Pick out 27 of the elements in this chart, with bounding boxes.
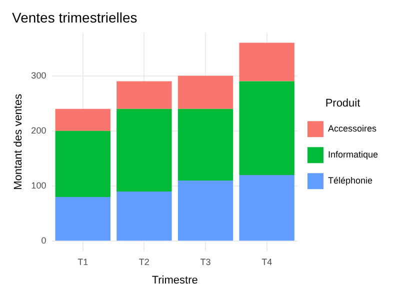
- bar: [178, 180, 234, 241]
- bar: [178, 76, 234, 109]
- y-tick-label: 200: [31, 125, 46, 136]
- bar: [55, 197, 110, 241]
- legend-label: Téléphonie: [328, 176, 373, 186]
- x-tick-label: T4: [262, 256, 272, 267]
- bar: [55, 108, 110, 131]
- legend-title: Produit: [325, 97, 360, 110]
- legend-label: Accessoires: [328, 124, 377, 134]
- y-axis-title: Montant des ventes: [12, 93, 25, 190]
- bar: [239, 174, 294, 241]
- x-tick-label: T3: [200, 256, 211, 267]
- bar: [239, 81, 294, 175]
- bar: [55, 130, 110, 197]
- chart-title: Ventes trimestrielles: [12, 9, 138, 26]
- bar: [116, 81, 172, 109]
- x-axis-title: Trimestre: [152, 274, 198, 286]
- x-tick-label: T2: [138, 256, 150, 267]
- y-tick-label: 300: [31, 70, 46, 80]
- bar: [178, 108, 234, 180]
- y-tick-label: 0: [41, 236, 46, 246]
- y-tick-label: 100: [31, 180, 46, 190]
- bar: [116, 191, 172, 241]
- bar: [239, 42, 294, 82]
- legend-label: Informatique: [328, 150, 378, 160]
- bar: [116, 108, 172, 192]
- x-tick-label: T1: [78, 256, 88, 267]
